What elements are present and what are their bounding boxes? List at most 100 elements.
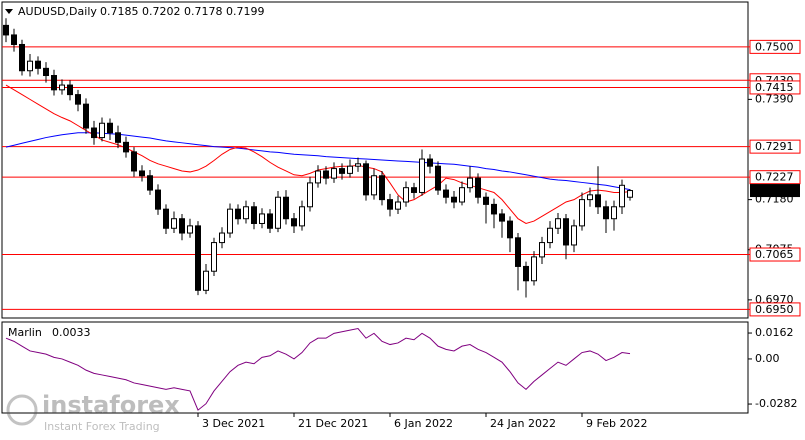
watermark: instaforex Instant Forex Trading [6, 391, 180, 433]
candle-body [563, 218, 569, 246]
candle-body [459, 187, 465, 203]
candle-body [499, 213, 505, 222]
candle-body [355, 163, 361, 167]
candle-body [491, 203, 497, 215]
indicator-panel [1, 321, 749, 414]
candle-body [555, 218, 561, 229]
x-tick-label: 9 Feb 2022 [586, 417, 647, 430]
candle-body [283, 196, 289, 220]
candle-body [331, 168, 337, 179]
candle-body [427, 158, 433, 167]
candle-body [163, 208, 169, 229]
candle-body [27, 60, 33, 72]
candle-body [435, 165, 441, 191]
level-label-box [749, 170, 801, 185]
candle-body [123, 141, 129, 153]
level-label: 0.7065 [755, 248, 794, 261]
candle-body [395, 201, 401, 210]
candle-body [19, 43, 25, 72]
watermark-logo [6, 394, 38, 426]
candle-body [99, 122, 105, 139]
candle-body [67, 84, 73, 96]
ohlc-close: 0.7199 [226, 5, 265, 18]
candle-body [59, 84, 65, 91]
candle-body [139, 170, 145, 177]
ohlc-high: 0.7202 [142, 5, 181, 18]
ohlc-open: 0.7185 [100, 5, 139, 18]
candle-body [627, 190, 633, 198]
candle-body [347, 165, 353, 174]
current-price: 0.7199 [755, 184, 794, 197]
candle-body [507, 220, 513, 239]
symbol: AUDUSD,Daily [18, 5, 97, 18]
candle-body [155, 189, 161, 210]
level-label: 0.7227 [755, 171, 794, 184]
candle-body [403, 187, 409, 203]
candle-body [291, 218, 297, 227]
level-label: 0.7291 [755, 140, 794, 153]
candle-body [171, 218, 177, 229]
candle-body [523, 265, 529, 282]
indicator-y-tick-label: 0.0162 [755, 326, 794, 339]
candle-body [235, 208, 241, 220]
candle-body [147, 175, 153, 191]
candle-body [243, 206, 249, 220]
candle-body [619, 184, 625, 208]
candle-body [363, 163, 369, 196]
candle-body [227, 208, 233, 234]
candle-body [443, 189, 449, 198]
candle-body [299, 206, 305, 227]
candle-body [75, 94, 81, 105]
indicator-y-tick-label: 0.00 [755, 352, 780, 365]
candle-body [531, 256, 537, 282]
indicator-y-tick-label: -0.0282 [755, 397, 797, 410]
candle-body [307, 182, 313, 208]
ohlc-low: 0.7178 [184, 5, 223, 18]
candle-body [371, 175, 377, 196]
candle-body [379, 175, 385, 201]
candle-body [219, 232, 225, 244]
candle-body [187, 225, 193, 234]
candle-body [387, 199, 393, 210]
candle-body [107, 122, 113, 134]
level-label-box [749, 247, 801, 262]
candle-body [411, 187, 417, 193]
level-label-box [749, 139, 801, 154]
candle-body [195, 225, 201, 291]
candle-body [467, 177, 473, 189]
level-label-box [749, 80, 801, 95]
candle-body [251, 206, 257, 224]
level-label-box [749, 302, 801, 317]
watermark-tagline: Instant Forex Trading [44, 420, 160, 433]
candle-body [267, 213, 273, 229]
candle-body [539, 242, 545, 258]
x-tick-label: 3 Dec 2021 [202, 417, 265, 430]
candle-body [91, 127, 97, 139]
candle-body [35, 60, 41, 69]
watermark-brand: instaforex [42, 391, 180, 419]
candle-body [571, 225, 577, 246]
header: AUDUSD,Daily 0.7185 0.7202 0.7178 0.7199 [18, 5, 265, 18]
candle-body [11, 34, 17, 45]
candle-body [419, 158, 425, 193]
candle-body [131, 151, 137, 172]
candle-body [115, 132, 121, 143]
menu-triangle[interactable] [5, 9, 13, 14]
level-label: 0.7415 [755, 81, 794, 94]
candle-body [179, 218, 185, 234]
x-tick-label: 21 Dec 2021 [298, 417, 368, 430]
candle-body [579, 199, 585, 227]
candle-body [83, 103, 89, 129]
candle-body [547, 227, 553, 244]
candle-body [323, 170, 329, 179]
candle-body [595, 194, 601, 208]
indicator-value: 0.0033 [52, 326, 91, 339]
candle-body [3, 24, 9, 36]
candle-body [475, 177, 481, 198]
candle-body [51, 75, 57, 91]
candle-body [275, 196, 281, 229]
indicator-name: Marlin [8, 326, 42, 339]
y-tick-label: 0.7390 [755, 92, 794, 105]
candle-body [339, 168, 345, 174]
